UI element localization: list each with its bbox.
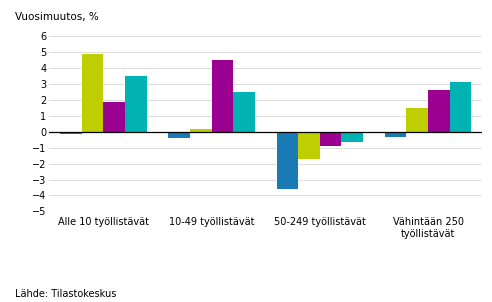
Bar [385,132,406,137]
Bar [298,132,320,159]
Bar [125,76,147,132]
Bar [450,82,471,132]
Bar [277,132,298,189]
Bar [168,132,190,138]
Bar [212,60,233,132]
Bar [82,54,103,132]
Bar [341,132,363,142]
Bar [428,90,450,132]
Text: Vuosimuutos, %: Vuosimuutos, % [15,12,98,22]
Bar [233,92,255,132]
Bar [406,108,428,132]
Text: Lähde: Tilastokeskus: Lähde: Tilastokeskus [15,289,116,299]
Bar [190,129,212,132]
Bar [103,101,125,132]
Bar [60,132,82,134]
Bar [320,132,341,146]
